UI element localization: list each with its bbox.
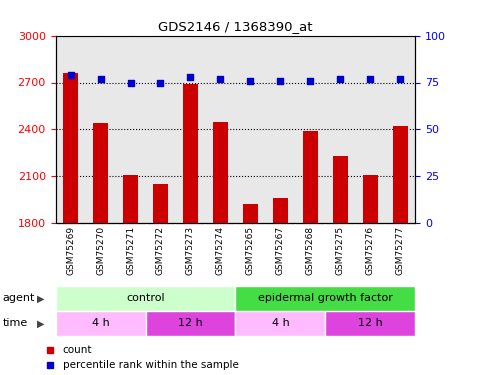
Bar [93, 123, 108, 223]
Text: time: time [2, 318, 28, 328]
Text: GSM75265: GSM75265 [246, 226, 255, 275]
Point [67, 72, 74, 78]
Point [307, 78, 314, 84]
Point [216, 76, 224, 82]
Bar [123, 175, 138, 223]
Bar [236, 311, 326, 336]
Text: GSM75273: GSM75273 [186, 226, 195, 275]
Text: control: control [126, 293, 165, 303]
Bar [213, 122, 228, 223]
Text: GSM75272: GSM75272 [156, 226, 165, 275]
Bar [333, 156, 348, 223]
Bar [363, 175, 378, 223]
Point [247, 78, 255, 84]
Point [186, 74, 194, 80]
Title: GDS2146 / 1368390_at: GDS2146 / 1368390_at [158, 20, 313, 33]
Text: count: count [62, 345, 92, 355]
Point [97, 76, 104, 82]
Text: 4 h: 4 h [92, 318, 109, 328]
Bar [243, 204, 258, 223]
Text: GSM75277: GSM75277 [396, 226, 405, 275]
Text: 12 h: 12 h [358, 318, 383, 328]
Text: agent: agent [2, 293, 35, 303]
Text: GSM75267: GSM75267 [276, 226, 285, 275]
Point [337, 76, 344, 82]
Point [367, 76, 374, 82]
Bar [273, 198, 288, 223]
Point [156, 80, 164, 86]
Text: GSM75275: GSM75275 [336, 226, 345, 275]
Text: GSM75269: GSM75269 [66, 226, 75, 275]
Point [277, 78, 284, 84]
Text: GSM75270: GSM75270 [96, 226, 105, 275]
Bar [303, 131, 318, 223]
Bar [56, 286, 236, 310]
Point [127, 80, 134, 86]
Text: 12 h: 12 h [178, 318, 203, 328]
Bar [236, 286, 415, 310]
Bar [393, 126, 408, 223]
Text: epidermal growth factor: epidermal growth factor [258, 293, 393, 303]
Text: ▶: ▶ [37, 318, 45, 328]
Bar [56, 311, 145, 336]
Text: GSM75271: GSM75271 [126, 226, 135, 275]
Bar [63, 73, 78, 223]
Bar [183, 84, 198, 223]
Bar [326, 311, 415, 336]
Text: ▶: ▶ [37, 293, 45, 303]
Point [397, 76, 404, 82]
Text: 4 h: 4 h [271, 318, 289, 328]
Text: GSM75268: GSM75268 [306, 226, 315, 275]
Text: GSM75274: GSM75274 [216, 226, 225, 275]
Bar [153, 184, 168, 223]
Text: percentile rank within the sample: percentile rank within the sample [62, 360, 239, 370]
Bar [145, 311, 236, 336]
Text: GSM75276: GSM75276 [366, 226, 375, 275]
